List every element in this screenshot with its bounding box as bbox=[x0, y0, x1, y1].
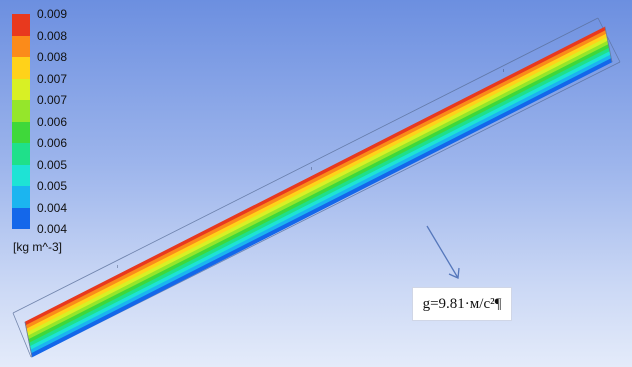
pipe-marker-3: ı bbox=[503, 68, 504, 74]
legend-tick-label: 0.005 bbox=[37, 157, 68, 172]
gravity-arrow bbox=[426, 225, 460, 279]
legend-swatch bbox=[12, 14, 30, 36]
legend-tick-label: 0.007 bbox=[37, 93, 68, 107]
pipe-marker-2: ı bbox=[311, 166, 312, 172]
legend-tick-label: 0.007 bbox=[37, 71, 68, 86]
pipe-contour-bands bbox=[24, 26, 613, 358]
pipe-inlet-edge bbox=[24, 321, 33, 358]
legend-tick-label: 0.006 bbox=[37, 114, 68, 129]
pipe-contour-band bbox=[28, 47, 611, 347]
legend-swatch bbox=[12, 78, 30, 100]
legend-tick-label: 0.009 bbox=[37, 7, 68, 21]
legend-swatch bbox=[12, 186, 30, 208]
legend-tick-label: 0.005 bbox=[37, 179, 68, 193]
legend-swatch bbox=[12, 100, 30, 122]
pipe-contour-band bbox=[28, 44, 610, 344]
legend-tick-label: 0.004 bbox=[37, 200, 68, 215]
pipe-contour-band bbox=[29, 51, 611, 351]
legend-tick-label: 0.008 bbox=[37, 28, 68, 43]
pipe-contour-band bbox=[26, 37, 609, 337]
pipe-contour-band bbox=[30, 58, 613, 358]
pipe-contour-band bbox=[27, 40, 609, 340]
legend-unit-label: [kg m^-3] bbox=[13, 240, 62, 254]
legend-tick-label: 0.008 bbox=[37, 50, 68, 64]
legend-swatch bbox=[12, 207, 30, 229]
gravity-annotation: g=9.81·м/c²¶ bbox=[412, 287, 512, 321]
pipe-contour-band bbox=[25, 30, 607, 330]
pipe-outlet-edge bbox=[604, 26, 613, 63]
legend-tick-label: 0.006 bbox=[37, 136, 68, 150]
pipe-contour-band bbox=[26, 33, 608, 333]
pipe-markers: ı ı ı bbox=[117, 68, 504, 270]
legend-swatch bbox=[12, 35, 30, 57]
legend-swatch bbox=[12, 121, 30, 143]
legend-swatch bbox=[12, 164, 30, 186]
legend-swatch bbox=[12, 57, 30, 79]
legend-tick-label: 0.004 bbox=[37, 222, 68, 236]
legend-swatch bbox=[12, 143, 30, 165]
pipe-marker-1: ı bbox=[117, 264, 118, 270]
pipe-contour-band bbox=[30, 54, 612, 354]
pipe-contour-band bbox=[24, 26, 607, 326]
